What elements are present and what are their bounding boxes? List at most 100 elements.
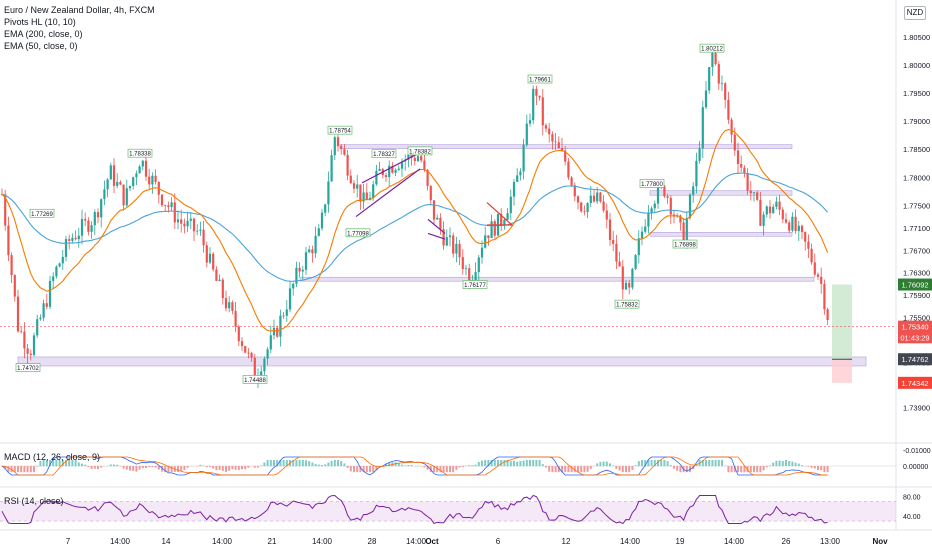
macd-histogram-bar — [276, 460, 279, 467]
y-tick-label: 1.80500 — [903, 33, 930, 42]
macd-histogram-bar — [7, 466, 10, 473]
candle — [589, 195, 592, 204]
candle — [212, 253, 215, 270]
candle — [29, 353, 32, 355]
candle — [477, 257, 480, 273]
macd-histogram-bar — [532, 460, 535, 467]
macd-histogram-bar — [500, 460, 503, 467]
y-tick-label: 1.77500 — [903, 201, 930, 210]
y-tick-label: 1.77100 — [903, 224, 930, 233]
macd-histogram-bar — [561, 466, 563, 473]
candle — [557, 142, 560, 149]
candle — [205, 245, 208, 263]
macd-histogram-bar — [273, 460, 275, 467]
candle — [247, 352, 250, 354]
candle — [634, 255, 637, 269]
pivot-box — [639, 179, 665, 188]
macd-histogram-bar — [305, 460, 307, 467]
candle — [231, 302, 234, 311]
candle — [16, 296, 20, 332]
candle — [685, 217, 688, 245]
legend-pivots[interactable]: Pivots HL (10, 10) — [4, 17, 76, 27]
macd-histogram-bar — [778, 460, 781, 467]
macd-histogram-bar — [637, 461, 640, 467]
macd-histogram-bar — [356, 466, 359, 473]
candle — [39, 317, 42, 320]
macd-histogram-bar — [397, 463, 400, 467]
macd-histogram-bar — [705, 460, 707, 467]
candle — [368, 197, 372, 200]
pivot-label: 1.78754 — [329, 129, 351, 135]
candle — [154, 175, 157, 182]
macd-histogram-bar — [301, 460, 304, 467]
candle — [743, 167, 746, 174]
candle — [352, 183, 356, 189]
rsi-label[interactable]: RSI (14, close) — [4, 496, 64, 506]
candle — [525, 123, 528, 145]
candle — [615, 243, 618, 262]
macd-histogram-bar — [42, 460, 45, 467]
candle — [202, 229, 205, 246]
macd-histogram-bar — [340, 461, 343, 467]
candle — [749, 190, 752, 194]
long-target-box — [832, 284, 852, 360]
macd-histogram-bar — [426, 466, 429, 470]
macd-histogram-bar — [545, 466, 547, 468]
macd-histogram-bar — [407, 465, 410, 467]
macd-histogram-bar — [481, 460, 483, 467]
flag-pattern — [427, 218, 446, 240]
candle — [733, 134, 736, 151]
macd-histogram-bar — [538, 460, 541, 467]
candle — [554, 141, 557, 143]
support-resistance-zone — [299, 276, 815, 282]
macd-histogram-bar — [10, 466, 13, 473]
macd-histogram-bar — [269, 460, 272, 467]
macd-histogram-bar — [701, 460, 704, 467]
macd-histogram-bar — [519, 461, 522, 467]
candle — [119, 181, 122, 185]
candle — [586, 203, 589, 213]
candle — [794, 216, 797, 232]
candle — [173, 202, 176, 223]
macd-histogram-bar — [599, 461, 602, 467]
pivot-label: 1.77800 — [641, 182, 663, 188]
pivot-box — [29, 208, 55, 218]
candle — [20, 331, 23, 333]
candle — [768, 206, 772, 214]
candle — [682, 222, 685, 245]
macd-histogram-bar — [586, 466, 589, 472]
currency-badge[interactable]: NZD — [904, 6, 926, 20]
macd-histogram-bar — [493, 460, 496, 467]
macd-histogram-bar — [359, 466, 362, 473]
candle — [90, 225, 93, 232]
legend-ema50[interactable]: EMA (50, close, 0) — [4, 41, 78, 51]
candle — [87, 220, 90, 232]
macd-label[interactable]: MACD (12, 26, close, 9) — [4, 452, 101, 462]
candle — [602, 201, 605, 211]
candle — [324, 204, 327, 213]
macd-histogram-bar — [292, 460, 295, 467]
candle — [391, 165, 394, 173]
legend-ema200[interactable]: EMA (200, close, 0) — [4, 29, 83, 39]
candle — [621, 266, 624, 290]
candle — [77, 235, 80, 240]
macd-histogram-bar — [733, 466, 736, 473]
candle — [224, 298, 228, 309]
macd-histogram-bar — [97, 466, 99, 470]
macd-histogram-bar — [769, 465, 771, 467]
x-tick-label: 13:00 — [820, 537, 841, 546]
macd-histogram-bar — [775, 460, 778, 467]
macd-histogram-bar — [657, 460, 659, 467]
candle — [189, 218, 192, 221]
macd-histogram-bar — [717, 460, 720, 467]
macd-histogram-bar — [100, 466, 103, 468]
x-tick-label: 12 — [562, 537, 571, 546]
macd-histogram-bar — [125, 466, 128, 470]
x-tick-label: 14:00 — [724, 537, 745, 546]
candle — [375, 170, 378, 185]
macd-histogram-bar — [129, 466, 131, 471]
candle — [144, 160, 148, 177]
macd-histogram-bar — [474, 464, 477, 467]
macd-histogram-bar — [45, 460, 48, 467]
